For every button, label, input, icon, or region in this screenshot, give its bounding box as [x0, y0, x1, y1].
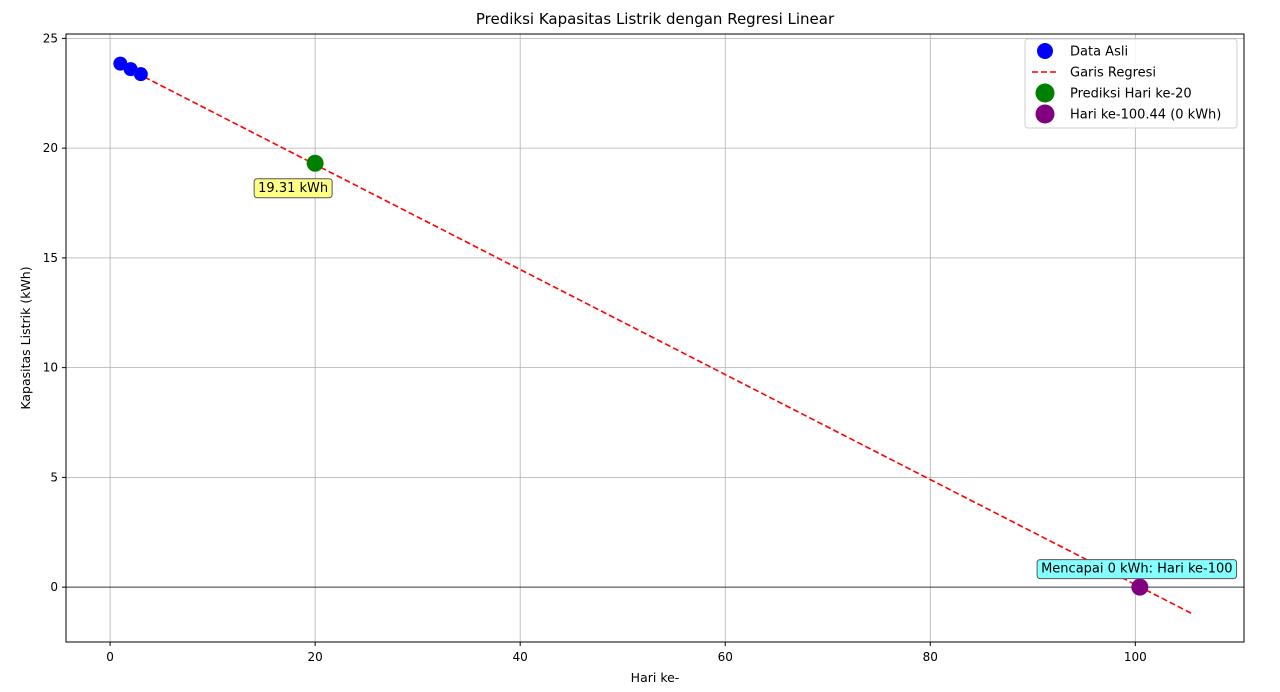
annotation-layer: 19.31 kWh Mencapai 0 kWh: Hari ke-100	[253, 178, 1238, 580]
x-tick-label: 60	[718, 650, 733, 664]
data-point	[306, 154, 324, 172]
legend-entry: Prediksi Hari ke-20	[1070, 87, 1192, 102]
data-point	[1131, 578, 1149, 596]
legend-swatch	[1035, 104, 1055, 124]
chart-title: Prediksi Kapasitas Listrik dengan Regres…	[476, 10, 835, 28]
y-tick-label: 0	[50, 580, 58, 594]
tick-layer: 0 20 40 60 80 100 0 5 10 15 20 25	[43, 31, 1147, 664]
x-tick-label: 0	[106, 650, 114, 664]
x-tick-label: 20	[307, 650, 322, 664]
y-tick-label: 5	[50, 470, 58, 484]
data-point	[133, 67, 148, 82]
legend-swatch	[1035, 83, 1055, 103]
legend-entry: Hari ke-100.44 (0 kWh)	[1070, 108, 1221, 123]
annotation: Mencapai 0 kWh: Hari ke-100	[1036, 559, 1238, 580]
y-tick-label: 10	[43, 361, 58, 375]
plot-frame	[65, 33, 1245, 643]
y-axis-label: Kapasitas Listrik (kWh)	[18, 266, 33, 409]
x-tick-label: 40	[513, 650, 528, 664]
regression-line	[119, 64, 1193, 615]
legend-box	[1024, 38, 1238, 129]
y-tick-label: 15	[43, 251, 58, 265]
y-tick-label: 25	[43, 31, 58, 45]
x-axis-label: Hari ke-	[631, 670, 680, 685]
data-point	[113, 56, 128, 71]
legend-entry: Data Asli	[1070, 45, 1128, 60]
annotation-label: 19.31 kWh	[258, 181, 328, 196]
legend-entry: Garis Regresi	[1070, 66, 1156, 81]
series-layer	[113, 56, 1193, 615]
annotation-box	[253, 178, 333, 199]
annotation: 19.31 kWh	[253, 178, 333, 199]
x-tick-label: 100	[1124, 650, 1147, 664]
y-tick-label: 20	[43, 141, 58, 155]
legend: Data Asli Garis Regresi Prediksi Hari ke-2…	[1024, 38, 1238, 129]
x-tick-label: 80	[923, 650, 938, 664]
legend-swatch	[1037, 43, 1053, 59]
annotation-box	[1036, 559, 1238, 580]
annotation-label: Mencapai 0 kWh: Hari ke-100	[1041, 562, 1232, 577]
